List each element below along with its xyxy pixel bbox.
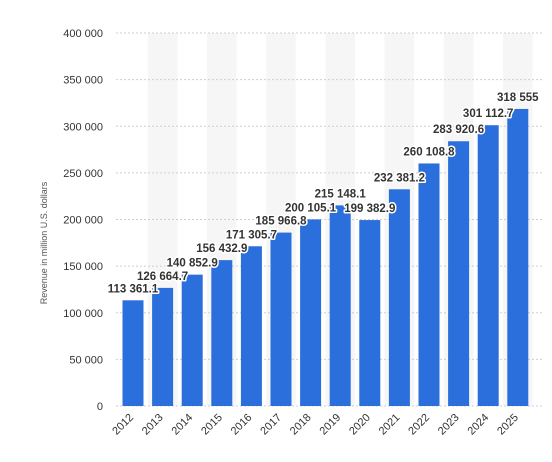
x-tick-label: 2024 — [466, 412, 492, 438]
bar[interactable] — [329, 205, 351, 406]
data-label: 113 361.1 — [108, 283, 159, 295]
x-tick-label: 2022 — [406, 412, 432, 438]
data-label: 156 432.9 — [196, 243, 247, 255]
bar[interactable] — [152, 287, 174, 406]
bar[interactable] — [240, 246, 262, 406]
y-tick-label: 400 000 — [63, 28, 103, 40]
y-tick-label: 250 000 — [63, 168, 103, 180]
data-label: 200 105.1 — [285, 202, 337, 214]
y-tick-label: 300 000 — [63, 121, 103, 133]
x-tick-label: 2025 — [495, 412, 521, 438]
data-label: 283 920.6 — [433, 124, 484, 136]
x-tick-label: 2016 — [229, 412, 255, 438]
y-axis-ticks: 0 50 000 100 000 150 000 200 000 250 000 300 0… — [63, 28, 103, 413]
y-tick-label: 150 000 — [63, 261, 103, 273]
y-tick-label: 50 000 — [69, 354, 103, 366]
data-label: 318 555 — [497, 92, 539, 104]
bar[interactable] — [300, 219, 322, 406]
gridlines — [116, 32, 542, 407]
y-tick-label: 100 000 — [63, 308, 103, 320]
y-axis-label: Revenue in million U.S. dollars — [39, 181, 49, 304]
bar[interactable] — [211, 260, 233, 406]
bar[interactable] — [270, 232, 292, 406]
x-tick-label: 2019 — [318, 412, 344, 438]
y-tick-label: 350 000 — [63, 75, 103, 87]
data-label: 171 305.7 — [226, 229, 277, 241]
data-label: 140 852.9 — [167, 258, 218, 270]
y-tick-label: 200 000 — [63, 215, 103, 227]
bar[interactable] — [359, 220, 381, 406]
data-label: 199 382.9 — [344, 203, 395, 215]
bar[interactable] — [388, 189, 410, 406]
x-tick-label: 2018 — [288, 412, 314, 438]
x-axis-ticks: 2012 2013 2014 2015 2016 2017 2018 2019 2020 2021… — [110, 412, 521, 438]
x-tick-label: 2012 — [110, 412, 136, 438]
bars — [122, 108, 529, 407]
bar[interactable] — [448, 141, 470, 407]
bar[interactable] — [507, 108, 529, 407]
bar[interactable] — [181, 274, 203, 406]
data-label: 232 381.2 — [374, 172, 425, 184]
x-tick-label: 2023 — [436, 412, 462, 438]
bar[interactable] — [477, 125, 499, 407]
bar[interactable] — [418, 163, 440, 406]
x-tick-label: 2021 — [377, 412, 403, 438]
y-tick-label: 0 — [97, 401, 103, 413]
data-label: 215 148.1 — [315, 188, 367, 200]
x-tick-label: 2014 — [170, 412, 196, 438]
x-tick-label: 2015 — [199, 412, 225, 438]
x-tick-label: 2020 — [347, 412, 373, 438]
data-label: 301 112.7 — [463, 108, 514, 120]
bar[interactable] — [122, 300, 144, 406]
data-label: 260 108.8 — [403, 146, 455, 158]
x-tick-label: 2017 — [258, 412, 284, 438]
x-tick-label: 2013 — [140, 412, 166, 438]
data-label: 185 966.8 — [255, 216, 307, 228]
data-label: 126 664.7 — [137, 271, 188, 283]
